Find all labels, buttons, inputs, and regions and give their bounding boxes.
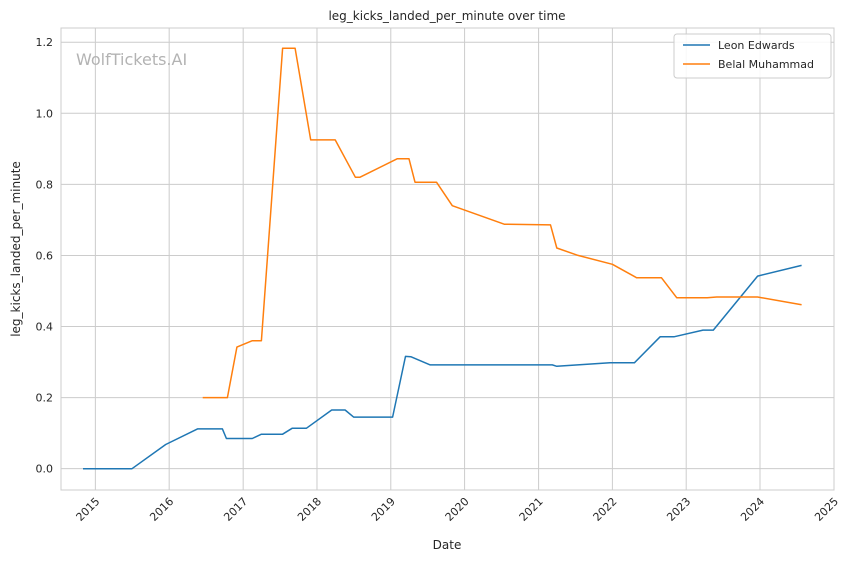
y-tick-label: 0.6 bbox=[36, 249, 54, 262]
legend-box bbox=[673, 33, 832, 79]
watermark: WolfTickets.AI bbox=[76, 50, 187, 69]
legend-label-belal-muhammad: Belal Muhammad bbox=[718, 58, 814, 71]
chart-title: leg_kicks_landed_per_minute over time bbox=[328, 9, 565, 23]
series-line-leon-edwards bbox=[83, 264, 802, 470]
y-tick-label: 0.4 bbox=[36, 321, 54, 334]
series-line-belal-muhammad bbox=[202, 47, 802, 399]
plot-area bbox=[60, 27, 835, 491]
legend-label-leon-edwards: Leon Edwards bbox=[718, 39, 795, 52]
y-tick-label: 1.0 bbox=[36, 107, 54, 120]
y-tick-label: 0.8 bbox=[36, 178, 54, 191]
series-layer bbox=[83, 47, 802, 470]
y-tick-label: 1.2 bbox=[36, 36, 54, 49]
y-tick-label: 0.2 bbox=[36, 392, 54, 405]
legend: Leon Edwards Belal Muhammad bbox=[673, 33, 832, 79]
x-axis-label: Date bbox=[433, 538, 462, 552]
y-tick-label: 0.0 bbox=[36, 463, 54, 476]
y-axis-label: leg_kicks_landed_per_minute bbox=[9, 161, 23, 337]
grid-layer bbox=[61, 28, 835, 490]
